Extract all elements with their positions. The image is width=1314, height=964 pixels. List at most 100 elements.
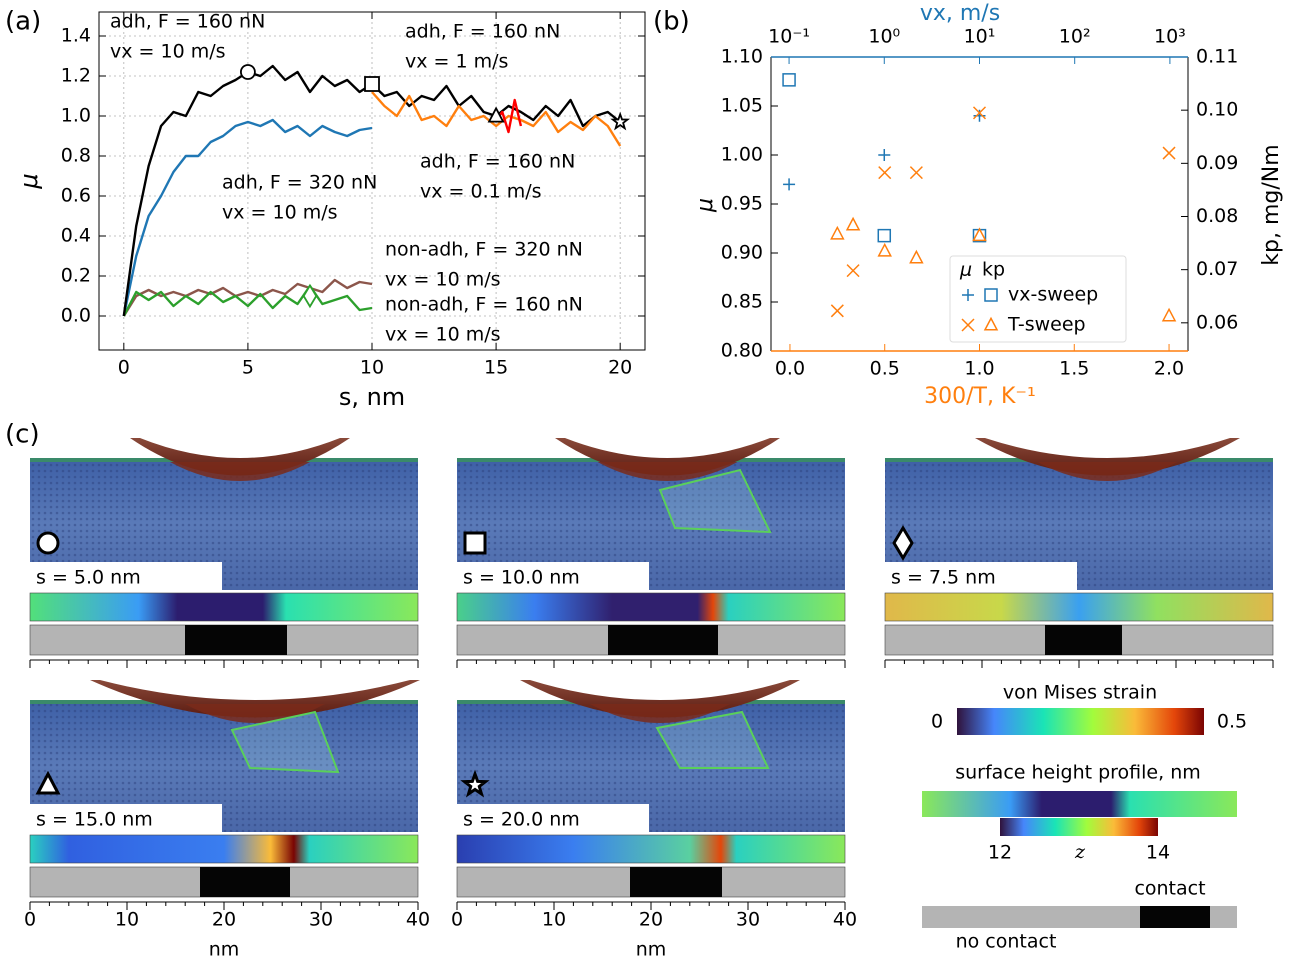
contact-legend-label: contact (1134, 878, 1205, 900)
x2-tick-label: 10² (1059, 26, 1091, 48)
snapshot-contact-zone (170, 462, 310, 481)
series-note: vx = 0.1 m/s (420, 181, 542, 203)
no-contact-legend-label: no contact (956, 931, 1057, 953)
marker (878, 166, 892, 180)
contact-region (608, 625, 718, 655)
series-note: vx = 1 m/s (405, 51, 508, 73)
snapshot-label-box (457, 562, 649, 592)
x-tick-label: 10 (360, 357, 384, 379)
y2-tick-label: 0.09 (1196, 152, 1238, 174)
y2-tick-label: 0.10 (1196, 99, 1238, 121)
series-note: vx = 10 m/s (110, 41, 226, 63)
series-label: adh, F = 160 nN (420, 151, 575, 173)
height-profile-example (922, 791, 1237, 817)
series-label: adh, F = 160 nN (110, 11, 265, 33)
marker (845, 216, 861, 231)
snapshot-label: s = 15.0 nm (36, 809, 153, 831)
line-series (122, 284, 373, 317)
y-tick-label: 1.05 (721, 95, 763, 117)
x-tick-label: 0.5 (870, 358, 900, 380)
x-tick-label: 1.5 (1059, 358, 1089, 380)
panel-label: (c) (5, 420, 40, 450)
x-tick-label: 40 (406, 909, 430, 931)
x-tick-label: 0 (451, 909, 463, 931)
x-tick-label: 10 (115, 909, 139, 931)
series-label: non-adh, F = 320 nN (385, 239, 583, 261)
marker (877, 242, 892, 257)
panel-label: (b) (653, 7, 690, 37)
contact-region (185, 625, 287, 655)
colorbar-label: 0 (931, 711, 943, 733)
colorbar-label: 0.5 (1217, 711, 1247, 733)
snapshot-symbol (36, 531, 60, 555)
x-axis-label: s, nm (339, 383, 405, 411)
legend-box (949, 255, 1127, 343)
colorbar-title: surface height profile, nm (955, 762, 1201, 784)
line-series (371, 91, 622, 147)
x-tick-label: 30 (736, 909, 760, 931)
snapshot-symbol (460, 769, 490, 798)
marker (972, 227, 987, 242)
x-tick-label: 5 (242, 357, 254, 379)
strain-bar (456, 592, 846, 622)
snapshot-label-box (30, 804, 222, 834)
x2-axis-label: vx, m/s (920, 1, 1000, 26)
y-tick-label: 1.00 (721, 144, 763, 166)
colorbar (957, 708, 1204, 735)
y-tick-label: 0.0 (61, 305, 91, 327)
marker (610, 111, 631, 131)
snapshot-label-box (457, 804, 649, 834)
series-note: vx = 10 m/s (222, 202, 338, 224)
contact-region (1045, 625, 1122, 655)
snapshot-contact-zone (597, 462, 738, 481)
y-tick-label: 0.80 (721, 340, 763, 362)
x2-tick-label: 10⁻¹ (768, 26, 810, 48)
colorbar-label: z (1074, 841, 1086, 863)
legend-label: vx-sweep (1008, 284, 1098, 306)
series-note: vx = 10 m/s (385, 324, 501, 346)
marker (302, 283, 318, 309)
y-tick-label: 1.0 (61, 105, 91, 127)
x-axis-label: nm (636, 939, 667, 961)
series-label: adh, F = 160 nN (405, 21, 560, 43)
x2-tick-label: 10¹ (964, 26, 996, 48)
snapshot-symbol (463, 531, 487, 555)
y2-tick-label: 0.08 (1196, 205, 1238, 227)
x-tick-label: 2.0 (1154, 358, 1184, 380)
marker (1161, 307, 1177, 322)
y-tick-label: 0.8 (61, 145, 91, 167)
snapshot-label-box (30, 562, 222, 592)
x-axis-label: 300/T, K⁻¹ (924, 384, 1036, 409)
strain-bar (456, 834, 846, 864)
y2-tick-label: 0.11 (1196, 46, 1238, 68)
x-tick-label: 0 (24, 909, 36, 931)
snapshot-label: s = 10.0 nm (463, 567, 580, 589)
colorbar (1000, 818, 1158, 836)
x-tick-label: 30 (309, 909, 333, 931)
y-tick-label: 1.4 (61, 25, 91, 47)
y2-axis-label: kp, mg/Nm (1259, 144, 1284, 265)
snapshot-label-box (885, 562, 1077, 592)
marker (909, 166, 923, 180)
marker (846, 264, 860, 278)
marker (782, 73, 796, 87)
y-tick-label: 0.95 (721, 193, 763, 215)
snapshot-label: s = 7.5 nm (891, 567, 996, 589)
marker (1162, 146, 1176, 160)
y-axis-label: μ (15, 173, 43, 189)
x2-tick-label: 10⁰ (868, 26, 900, 48)
marker (972, 106, 987, 120)
x2-tick-label: 10³ (1154, 26, 1186, 48)
strain-bar (29, 834, 419, 864)
legend-symbol (983, 316, 999, 331)
series-note: vx = 10 m/s (385, 269, 501, 291)
strain-bar (884, 592, 1274, 622)
marker (877, 228, 892, 243)
x-tick-label: 1.0 (964, 358, 994, 380)
series-label: adh, F = 320 nN (222, 172, 377, 194)
y-tick-label: 0.4 (61, 225, 91, 247)
x-tick-label: 10 (542, 909, 566, 931)
x-axis-label: nm (209, 939, 240, 961)
legend-symbol (984, 288, 998, 302)
